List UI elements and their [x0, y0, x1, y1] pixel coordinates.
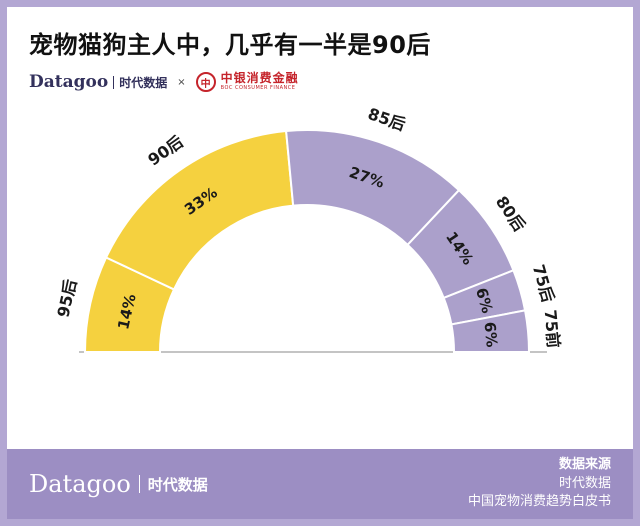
boc-subtitle: BOC CONSUMER FINANCE [220, 85, 296, 92]
datagoo-logo: Datagoo 时代数据 [29, 72, 167, 92]
source-line: 时代数据 [558, 475, 611, 491]
data-source: 数据来源 时代数据 中国宠物消费趋势白皮书 [468, 456, 611, 513]
boc-logo: 中 中银消费金融 BOC CONSUMER FINANCE [195, 71, 299, 92]
boc-coin-icon: 中 [195, 72, 216, 92]
category-label-1: 90后 [144, 132, 186, 170]
brand-row: Datagoo 时代数据 × 中 中银消费金融 BOC CONSUMER FIN… [29, 71, 611, 92]
divider [138, 475, 140, 493]
category-label-2: 85后 [365, 104, 407, 134]
value-label-5: 6% [481, 321, 501, 348]
cross-icon: × [177, 76, 186, 88]
chart-area: 14% 95后 33% 90后 27% 85后 14% 80后 6% 75后 6% 75前 [7, 102, 633, 402]
footer: Datagoo 时代数据 数据来源 时代数据 中国宠物消费趋势白皮书 [7, 449, 633, 519]
source-label: 数据来源 [558, 456, 611, 472]
boc-name: 中银消费金融 [220, 71, 299, 86]
category-label-4: 75后 [529, 262, 558, 304]
chart-segment-5 [450, 309, 531, 353]
header: 宠物猫狗主人中，几乎有一半是90后 Datagoo 时代数据 × 中 中银消费金… [7, 7, 633, 92]
footer-datagoo-wordmark: Datagoo [29, 470, 131, 498]
category-label-3: 80后 [492, 193, 529, 235]
divider [113, 75, 115, 89]
footer-datagoo-logo: Datagoo 时代数据 [29, 470, 208, 498]
boc-logo-text: 中银消费金融 BOC CONSUMER FINANCE [220, 71, 299, 92]
footer-datagoo-cn: 时代数据 [147, 475, 208, 494]
page-title: 宠物猫狗主人中，几乎有一半是90后 [29, 31, 431, 59]
datagoo-wordmark: Datagoo [29, 72, 109, 92]
category-label-5: 75前 [541, 309, 564, 349]
source-line: 中国宠物消费趋势白皮书 [467, 494, 611, 510]
datagoo-cn-label: 时代数据 [119, 75, 168, 90]
category-label-0: 95后 [53, 278, 80, 320]
boc-coin-glyph: 中 [200, 78, 211, 90]
